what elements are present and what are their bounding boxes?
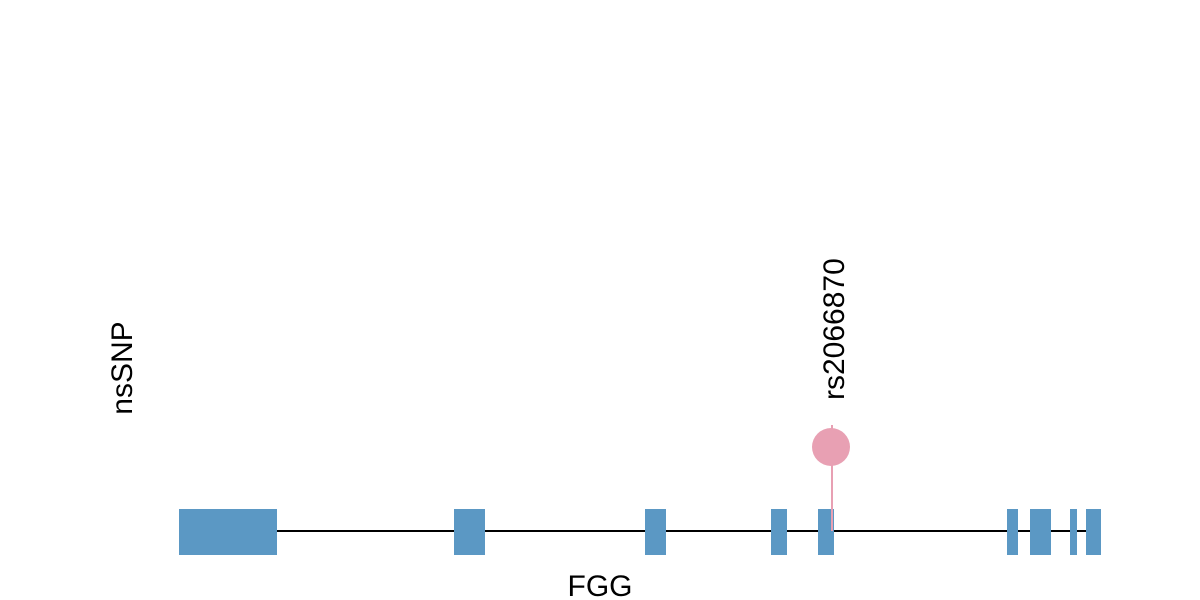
exon xyxy=(1030,509,1051,555)
exons xyxy=(179,509,1101,555)
exon xyxy=(1007,509,1018,555)
exon xyxy=(1086,509,1101,555)
track-label: nsSNP xyxy=(106,321,139,414)
exon xyxy=(645,509,666,555)
snp-head xyxy=(812,428,850,466)
gene-label: FGG xyxy=(568,570,633,600)
exon xyxy=(454,509,485,555)
exon xyxy=(771,509,787,555)
snp-label: rs2066870 xyxy=(818,258,851,400)
exon xyxy=(818,509,834,555)
exon xyxy=(179,509,277,555)
exon xyxy=(1070,509,1077,555)
